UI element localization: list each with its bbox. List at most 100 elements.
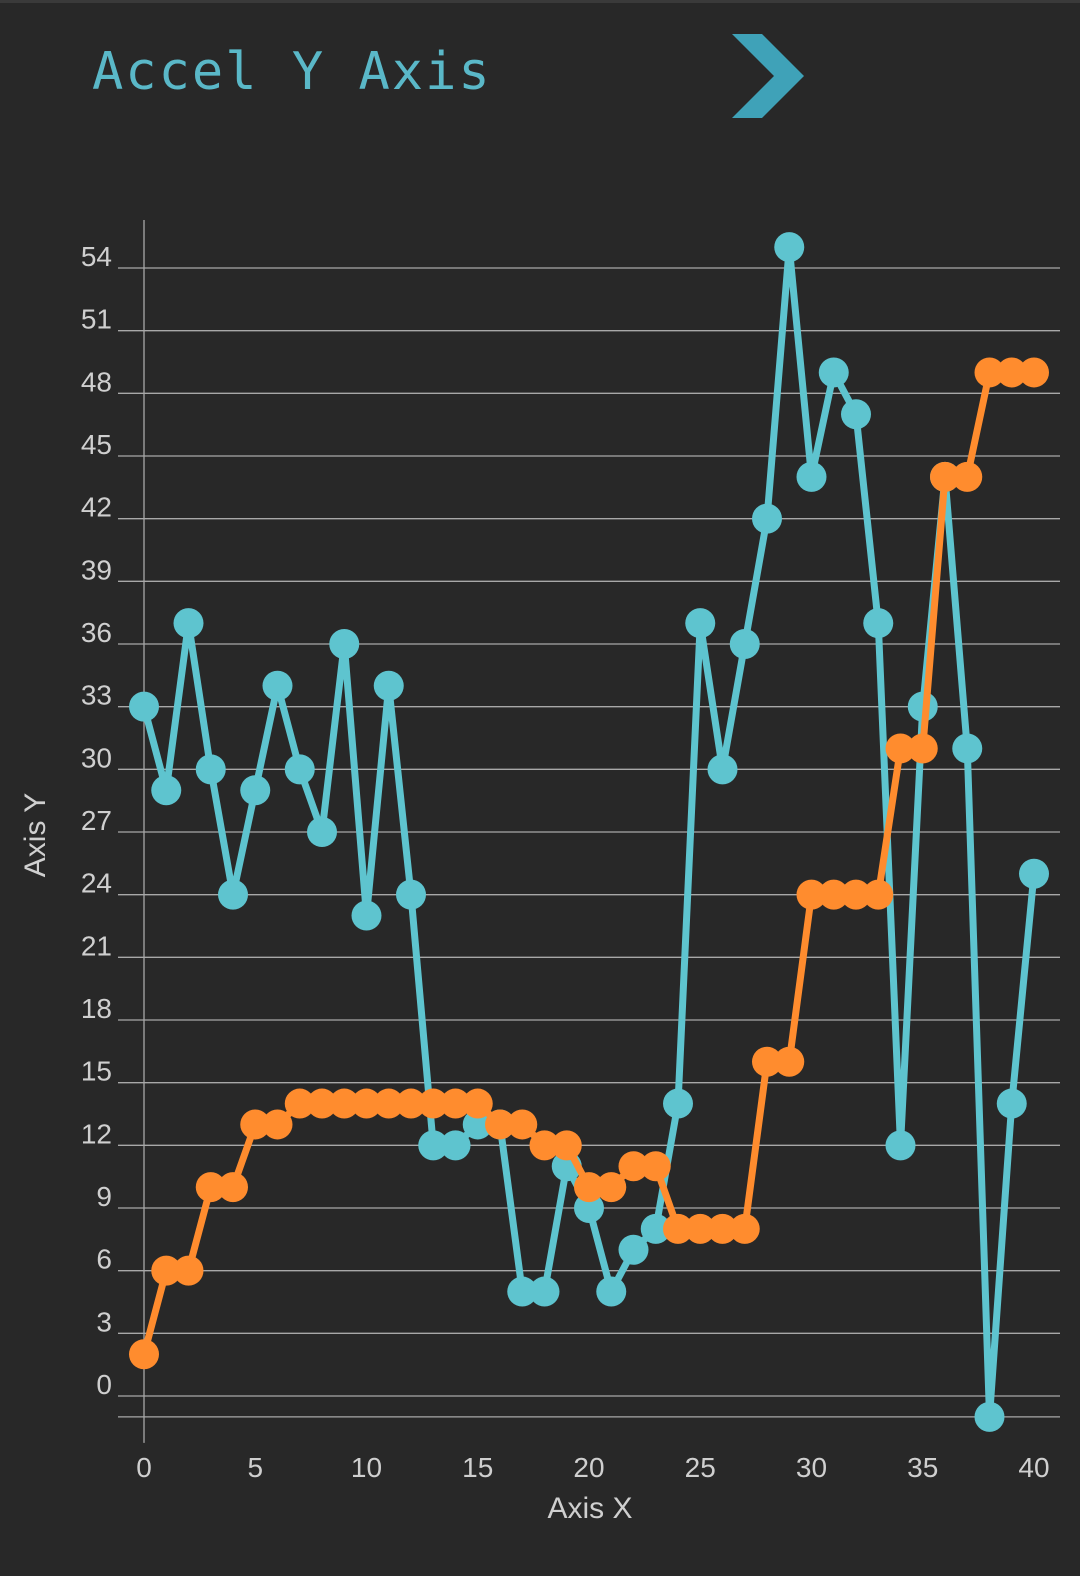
data-point [863,608,894,639]
data-point [218,1172,248,1203]
data-point [351,1088,382,1119]
data-point [307,817,337,847]
data-point [462,1088,493,1119]
data-point [574,1172,604,1203]
x-axis-label: Axis X [547,1492,632,1525]
y-tick-label: 45 [81,429,112,460]
data-point [752,1046,782,1077]
data-point [618,1234,649,1265]
data-point [462,1109,493,1140]
data-point [195,1172,226,1203]
data-point [796,461,827,492]
data-point [551,1130,582,1161]
y-tick-label: 24 [81,868,112,899]
data-point [173,608,204,639]
data-point [240,1109,271,1140]
y-tick-label: 0 [96,1369,112,1400]
x-tick-label: 30 [796,1452,827,1483]
y-tick-label: 6 [96,1244,112,1275]
data-point [841,879,871,910]
y-tick-label: 39 [81,554,112,585]
data-point [907,733,938,764]
data-point [685,1213,716,1244]
data-point [818,357,849,388]
data-point [396,879,426,910]
data-point [885,1130,916,1161]
data-point [707,754,738,785]
data-point [574,1193,604,1223]
series [129,232,1049,1432]
data-point [151,1255,182,1286]
data-point [373,670,404,701]
data-point [240,775,271,806]
x-tick-label: 10 [351,1452,382,1483]
data-point [195,754,226,785]
y-tick-label: 12 [81,1118,112,1149]
data-point [485,1109,515,1140]
data-point [284,754,315,785]
data-point [373,1088,404,1119]
data-point [507,1276,538,1307]
data-point [129,1339,159,1370]
data-point [996,1088,1027,1119]
y-tick-label: 54 [81,241,112,272]
y-tick-label: 27 [81,805,112,836]
y-tick-label: 42 [81,492,112,523]
data-point [284,1088,315,1119]
data-point [329,1088,360,1119]
x-tick-label: 15 [462,1452,493,1483]
data-point [996,357,1027,388]
data-point [173,1255,204,1286]
data-point [707,1213,738,1244]
x-tick-label: 25 [685,1452,716,1483]
x-tick-label: 35 [907,1452,938,1483]
data-point [329,629,360,659]
y-tick-label: 30 [81,742,112,773]
data-point [774,1046,805,1077]
data-point [129,691,159,722]
data-point [663,1088,693,1119]
y-tick-label: 3 [96,1306,112,1337]
chevron-right-icon [732,34,804,118]
data-point [418,1088,449,1119]
data-point [952,461,983,492]
data-point [596,1276,627,1307]
data-point [885,733,916,764]
data-point [796,879,827,910]
data-point [930,461,960,492]
data-point [307,1088,337,1119]
data-point [974,1401,1005,1432]
y-axis-label: Axis Y [19,793,52,877]
data-point [640,1213,671,1244]
x-tick-label: 5 [247,1452,263,1483]
y-tick-label: 15 [81,1056,112,1087]
data-point [440,1088,471,1119]
data-point [529,1130,560,1161]
y-tick-label: 18 [81,993,112,1024]
data-point [1019,357,1049,388]
series-2 [129,357,1049,1370]
data-point [729,1213,760,1244]
data-point [729,629,760,659]
next-button[interactable] [728,28,812,124]
data-point [774,232,805,263]
y-tick-label: 21 [81,930,112,961]
data-point [752,503,782,534]
data-point [818,879,849,910]
data-point [151,775,182,806]
data-point [351,900,382,931]
data-point [418,1130,449,1161]
data-point [863,879,894,910]
data-point [841,399,871,430]
data-point [663,1213,693,1244]
data-point [974,357,1005,388]
y-tick-label: 48 [81,366,112,397]
x-tick-label: 0 [136,1452,152,1483]
data-point [618,1151,649,1182]
data-point [396,1088,426,1119]
data-point [440,1130,471,1161]
data-point [529,1276,560,1307]
